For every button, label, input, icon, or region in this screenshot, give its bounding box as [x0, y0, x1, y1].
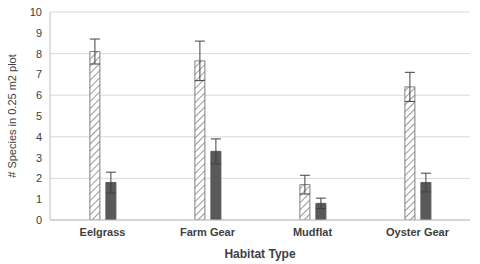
svg-text:Mudflat: Mudflat — [293, 226, 332, 238]
svg-text:Oyster Gear: Oyster Gear — [386, 226, 450, 238]
svg-text:2: 2 — [36, 172, 42, 184]
svg-text:Habitat Type: Habitat Type — [224, 247, 295, 261]
svg-text:7: 7 — [36, 68, 42, 80]
svg-text:6: 6 — [36, 89, 42, 101]
svg-text:Farm Gear: Farm Gear — [180, 226, 236, 238]
svg-text:8: 8 — [36, 48, 42, 60]
svg-text:# Species in 0.25 m2 plot: # Species in 0.25 m2 plot — [8, 54, 18, 178]
svg-text:10: 10 — [30, 6, 42, 18]
svg-text:Eelgrass: Eelgrass — [80, 226, 126, 238]
svg-text:4: 4 — [36, 131, 42, 143]
svg-text:5: 5 — [36, 110, 42, 122]
svg-text:0: 0 — [36, 214, 42, 226]
svg-text:3: 3 — [36, 152, 42, 164]
svg-text:1: 1 — [36, 193, 42, 205]
svg-text:9: 9 — [36, 27, 42, 39]
